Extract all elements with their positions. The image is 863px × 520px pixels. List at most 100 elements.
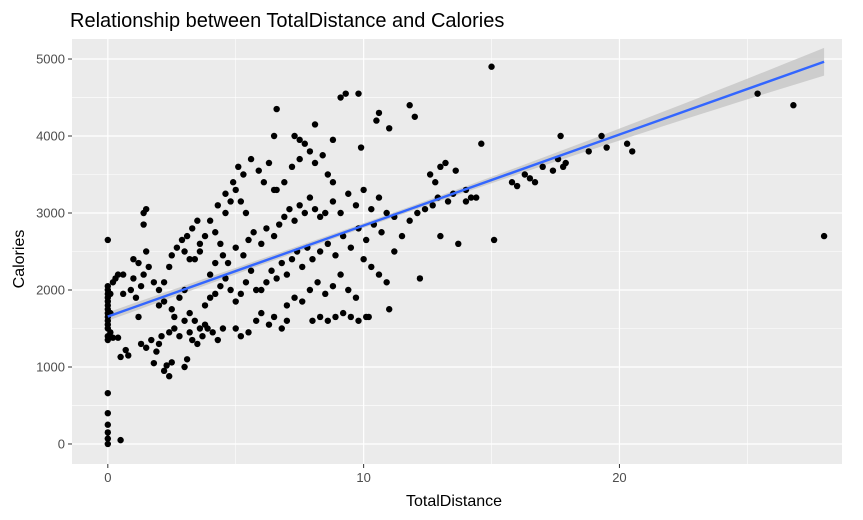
data-point bbox=[360, 186, 367, 194]
data-point bbox=[183, 356, 191, 363]
data-point bbox=[429, 202, 436, 209]
data-point bbox=[598, 132, 605, 140]
data-point bbox=[196, 325, 204, 332]
data-point bbox=[549, 167, 557, 174]
data-point bbox=[314, 279, 321, 286]
data-point bbox=[375, 271, 383, 278]
data-point bbox=[107, 329, 114, 336]
data-point bbox=[296, 155, 303, 163]
data-point bbox=[391, 248, 398, 255]
minor-gridlines bbox=[72, 39, 842, 464]
data-point bbox=[347, 313, 355, 321]
data-point bbox=[201, 302, 209, 309]
data-point bbox=[183, 232, 191, 240]
data-point bbox=[375, 109, 383, 117]
data-point bbox=[291, 217, 298, 224]
data-point bbox=[109, 334, 117, 341]
data-point bbox=[260, 179, 268, 186]
x-tick-label: 20 bbox=[612, 470, 626, 485]
data-point bbox=[199, 332, 206, 340]
y-tick-label: 2000 bbox=[36, 282, 65, 297]
data-point bbox=[421, 205, 429, 213]
data-point bbox=[301, 209, 308, 217]
data-point bbox=[160, 279, 168, 286]
data-point bbox=[373, 117, 380, 124]
data-point bbox=[316, 248, 324, 255]
data-point bbox=[196, 240, 204, 248]
data-point bbox=[130, 275, 137, 282]
data-point bbox=[240, 252, 247, 259]
data-point bbox=[160, 298, 168, 305]
data-point bbox=[219, 252, 227, 259]
data-point bbox=[119, 290, 127, 298]
data-point bbox=[222, 209, 229, 217]
data-point bbox=[368, 205, 375, 213]
data-point bbox=[258, 240, 265, 248]
data-point bbox=[281, 213, 288, 221]
data-point bbox=[247, 155, 255, 163]
data-point bbox=[171, 313, 178, 321]
data-point bbox=[324, 317, 332, 324]
data-point bbox=[339, 309, 347, 317]
data-point bbox=[114, 271, 122, 278]
data-point bbox=[150, 279, 158, 286]
data-point bbox=[140, 271, 147, 278]
data-point bbox=[375, 194, 383, 201]
data-point bbox=[411, 113, 418, 120]
data-point bbox=[214, 202, 222, 209]
data-point bbox=[585, 148, 592, 155]
data-point bbox=[196, 248, 204, 255]
data-point bbox=[163, 362, 170, 369]
data-point bbox=[299, 298, 306, 305]
data-point bbox=[526, 175, 534, 182]
data-point bbox=[416, 275, 424, 282]
data-point bbox=[455, 240, 462, 248]
data-point bbox=[204, 325, 211, 332]
data-point bbox=[142, 344, 150, 351]
data-point bbox=[291, 132, 298, 140]
data-point bbox=[316, 213, 324, 221]
data-point bbox=[242, 279, 250, 286]
data-point bbox=[114, 334, 122, 341]
data-point bbox=[365, 313, 372, 321]
data-point bbox=[288, 255, 296, 263]
data-point bbox=[104, 389, 112, 397]
data-point bbox=[107, 290, 114, 298]
data-point bbox=[189, 225, 196, 232]
data-point bbox=[173, 244, 181, 251]
data-point bbox=[521, 171, 528, 178]
data-point bbox=[247, 267, 255, 274]
data-point bbox=[406, 217, 413, 224]
data-point bbox=[362, 236, 370, 244]
data-point bbox=[360, 255, 367, 263]
major-gridlines bbox=[72, 39, 842, 464]
data-point bbox=[194, 340, 201, 348]
data-point bbox=[242, 209, 250, 217]
y-axis-title: Calories bbox=[11, 230, 28, 289]
y-tick-label: 3000 bbox=[36, 206, 65, 221]
data-point bbox=[119, 271, 127, 278]
data-point bbox=[186, 309, 193, 317]
data-point bbox=[212, 229, 219, 236]
data-point bbox=[324, 240, 332, 248]
data-point bbox=[488, 63, 495, 70]
data-point bbox=[324, 171, 332, 178]
data-point bbox=[426, 171, 434, 178]
data-point bbox=[153, 348, 160, 355]
data-point bbox=[155, 286, 163, 294]
y-tick-label: 0 bbox=[58, 436, 65, 451]
data-point bbox=[217, 282, 224, 290]
data-point bbox=[311, 159, 319, 167]
data-point bbox=[168, 359, 175, 366]
data-point bbox=[222, 275, 229, 282]
data-point bbox=[206, 217, 214, 224]
data-point bbox=[189, 336, 196, 344]
y-tick-label: 1000 bbox=[36, 359, 65, 374]
data-point bbox=[104, 421, 112, 428]
data-point bbox=[232, 244, 239, 251]
data-point bbox=[311, 205, 319, 213]
data-point bbox=[345, 190, 352, 197]
data-point bbox=[240, 171, 247, 178]
trend-line bbox=[107, 60, 825, 318]
data-point bbox=[166, 373, 173, 380]
